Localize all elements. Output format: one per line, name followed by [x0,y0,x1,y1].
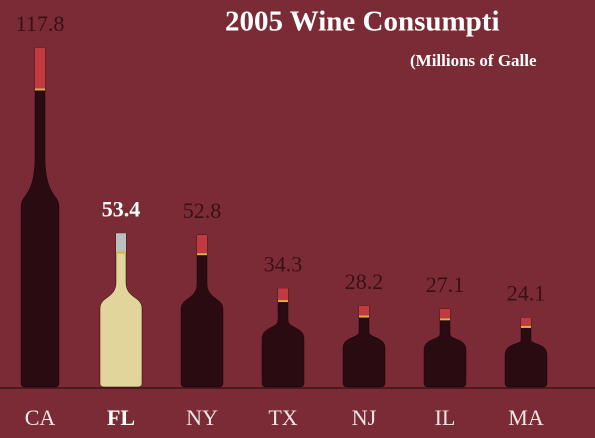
capsule [278,288,288,301]
category-label: MA [508,405,544,430]
chart-subtitle: (Millions of Galle [410,51,537,70]
bottle [99,232,143,388]
capsule [197,234,207,254]
capsule [35,47,45,89]
value-label: 34.3 [264,251,303,276]
capsule-band [278,300,288,303]
bottle [423,308,467,388]
capsule-band [440,318,450,321]
category-label: TX [268,405,297,430]
capsule [116,233,126,252]
capsule-band [116,251,126,254]
bottle [20,47,60,388]
capsule [440,308,450,319]
bottle [261,287,305,388]
capsule [521,317,531,326]
category-label: IL [435,405,456,430]
bottle [180,234,224,388]
category-label: FL [107,405,135,430]
category-label: NJ [352,405,377,430]
capsule [359,305,369,316]
category-label: CA [25,405,56,430]
value-label: 117.8 [16,11,65,36]
capsule-band [359,315,369,318]
category-label: NY [186,405,218,430]
capsule-band [521,325,531,328]
value-label: 53.4 [102,196,141,221]
value-label: 28.2 [345,269,384,294]
capsule-band [197,253,207,256]
bottle [504,317,548,388]
value-label: 52.8 [183,198,222,223]
bottle [342,305,386,388]
value-label: 27.1 [426,272,465,297]
chart-title: 2005 Wine Consumpti [225,6,500,38]
value-label: 24.1 [507,281,546,306]
capsule-band [35,88,45,91]
